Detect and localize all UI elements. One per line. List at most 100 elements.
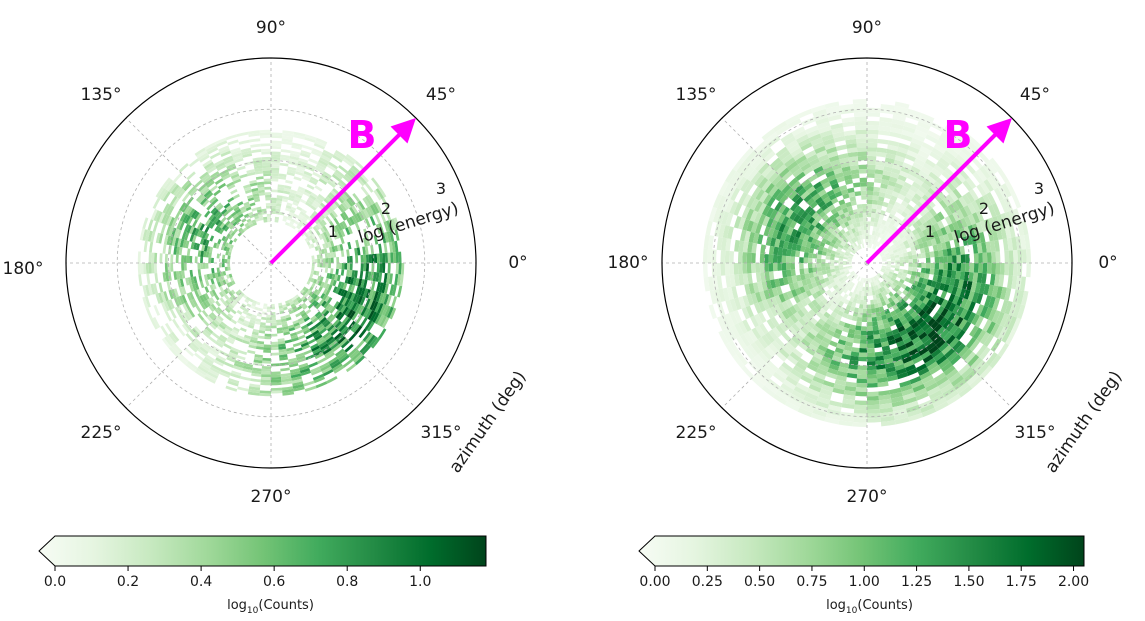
- heatmap-cell: [716, 195, 727, 210]
- heatmap-cell: [334, 169, 345, 178]
- heatmap-cell: [812, 108, 827, 118]
- heatmap-cell: [372, 203, 380, 214]
- heatmap-cell: [251, 302, 257, 307]
- heatmap-cell: [922, 213, 930, 222]
- heatmap-cell: [808, 309, 816, 318]
- heatmap-cell: [302, 286, 307, 292]
- heatmap-cell: [383, 272, 388, 284]
- heatmap-cell: [768, 329, 779, 341]
- heatmap-cell: [228, 229, 234, 235]
- heatmap-cell: [373, 189, 382, 201]
- heatmap-cell: [316, 161, 327, 169]
- heatmap-cell: [265, 325, 271, 329]
- heatmap-cell: [251, 334, 259, 339]
- heatmap-cell: [867, 164, 876, 170]
- heatmap-cell: [178, 353, 189, 363]
- heatmap-cell: [901, 283, 907, 290]
- heatmap-cell: [843, 288, 849, 294]
- heatmap-cell: [325, 352, 335, 360]
- heatmap-cell: [363, 288, 369, 298]
- heatmap-cell: [856, 378, 867, 384]
- heatmap-cell: [319, 361, 330, 370]
- heatmap-cell: [176, 296, 183, 306]
- heatmap-cell: [282, 132, 294, 138]
- heatmap-cell: [388, 273, 393, 285]
- heatmap-cell: [997, 168, 1010, 184]
- heatmap-cell: [1006, 237, 1013, 251]
- heatmap-cell: [232, 193, 240, 200]
- heatmap-cell: [741, 147, 755, 161]
- heatmap-cell: [344, 343, 354, 353]
- heatmap-cell: [230, 331, 238, 338]
- heatmap-cell: [921, 407, 937, 418]
- heatmap-cell: [938, 263, 944, 270]
- heatmap-cell: [152, 221, 159, 233]
- heatmap-cell: [256, 340, 265, 345]
- heatmap-cell: [808, 252, 814, 259]
- heatmap-cell: [811, 219, 819, 227]
- heatmap-cell: [277, 187, 285, 191]
- heatmap-cell: [861, 203, 867, 209]
- heatmap-cell: [311, 233, 316, 239]
- heatmap-cell: [845, 242, 850, 248]
- heatmap-cell: [263, 347, 271, 351]
- heatmap-cell: [897, 239, 904, 245]
- heatmap-cell: [895, 284, 902, 290]
- b-field-arrow: [865, 118, 1012, 265]
- heatmap-cell: [743, 347, 755, 360]
- heatmap-cell: [811, 161, 822, 171]
- heatmap-cell: [861, 243, 865, 249]
- heatmap-cell: [169, 195, 178, 206]
- heatmap-cell: [908, 318, 917, 326]
- heatmap-cell: [922, 221, 930, 230]
- heatmap-cell: [860, 282, 864, 287]
- heatmap-cell: [956, 306, 965, 317]
- heatmap-cell: [271, 374, 281, 378]
- heatmap-cell: [734, 323, 744, 337]
- heatmap-cell: [887, 273, 893, 278]
- heatmap-cell: [829, 242, 835, 248]
- heatmap-cell: [890, 225, 897, 232]
- heatmap-cell: [876, 372, 888, 379]
- heatmap-cell: [759, 253, 765, 263]
- heatmap-cell: [258, 330, 266, 334]
- heatmap-cell: [306, 241, 311, 246]
- heatmap-cell: [294, 170, 304, 177]
- heatmap-cell: [915, 391, 929, 401]
- heatmap-cell: [745, 305, 755, 318]
- heatmap-cell: [189, 299, 196, 308]
- heatmap-cell: [185, 362, 197, 373]
- heatmap-cell: [339, 296, 346, 304]
- heatmap-cell: [288, 327, 296, 332]
- heatmap-cell: [777, 255, 783, 263]
- heatmap-cell: [855, 217, 860, 223]
- heatmap-cell: [178, 295, 185, 305]
- heatmap-cell: [780, 232, 787, 241]
- heatmap-cell: [856, 316, 863, 322]
- heatmap-cell: [939, 329, 950, 339]
- heatmap-cell: [722, 183, 733, 198]
- heatmap-cell: [213, 189, 222, 197]
- heatmap-cell: [885, 189, 894, 196]
- heatmap-cell: [179, 202, 187, 212]
- heatmap-cell: [849, 253, 854, 257]
- heatmap-cell: [896, 340, 905, 348]
- polar-plot-right: B 0°45°90°135°180°225°270°315° 123 log (…: [608, 18, 1127, 507]
- heatmap-cell: [318, 159, 329, 167]
- heatmap-cell: [339, 203, 347, 212]
- heatmap-cell: [263, 181, 271, 185]
- heatmap-cell: [1001, 328, 1012, 343]
- heatmap-cell: [243, 334, 252, 340]
- heatmap-cell: [328, 246, 333, 253]
- heatmap-cell: [383, 242, 388, 254]
- heatmap-cell: [775, 351, 787, 362]
- heatmap-cell: [739, 163, 752, 177]
- heatmap-cell: [955, 287, 963, 297]
- heatmap-cell: [243, 213, 250, 219]
- heatmap-cell: [335, 231, 341, 239]
- heatmap-cell: [732, 157, 745, 172]
- heatmap-cell: [313, 332, 321, 339]
- heatmap-cell: [793, 281, 800, 290]
- heatmap-cell: [830, 208, 838, 215]
- heatmap-cell: [366, 334, 376, 346]
